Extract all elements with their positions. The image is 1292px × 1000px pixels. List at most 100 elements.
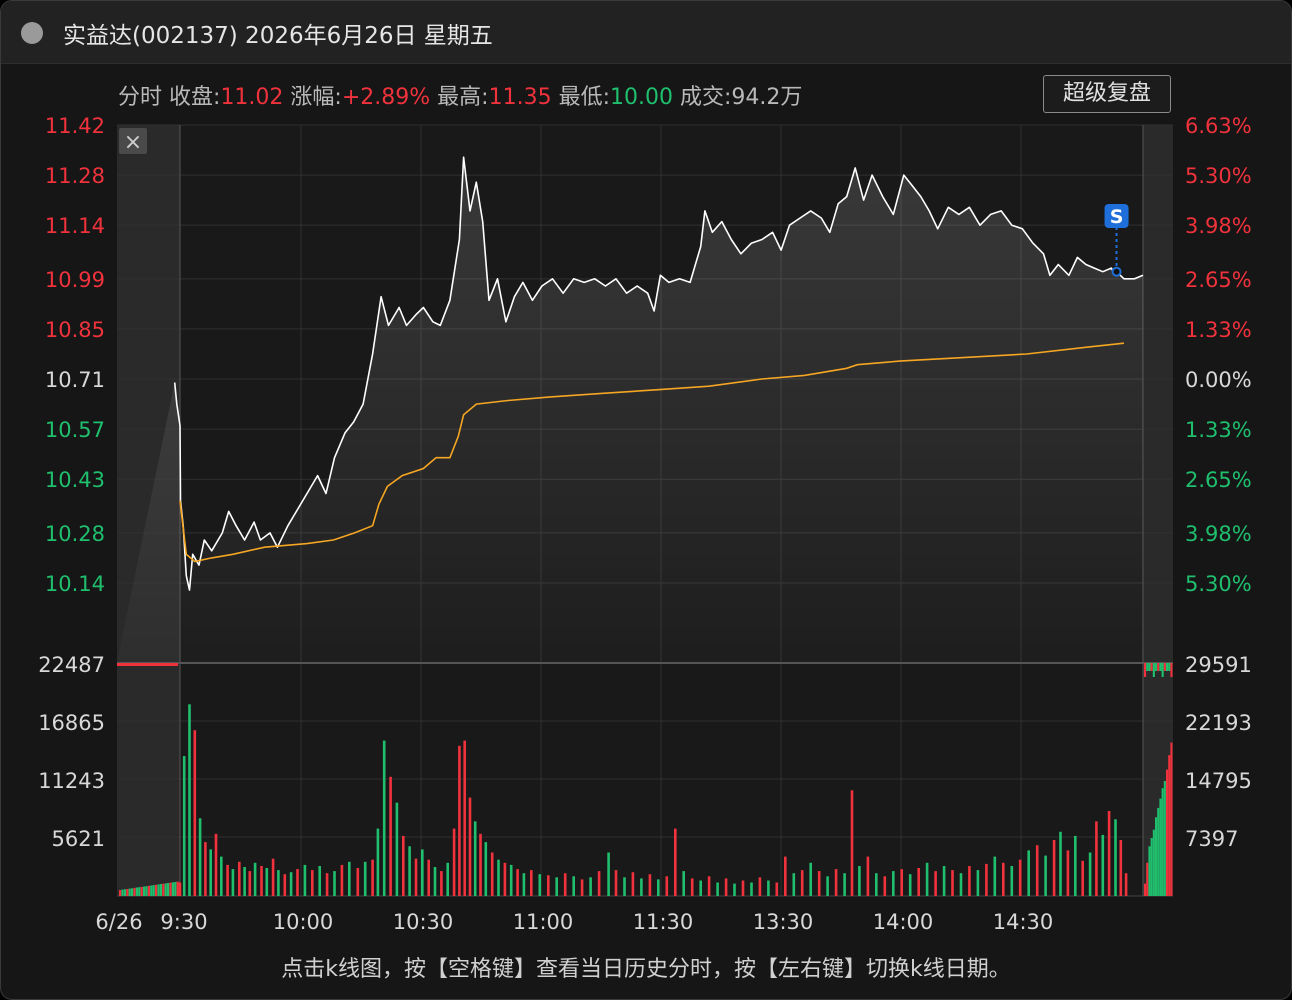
aftermarket-volume-cap: [1144, 663, 1147, 677]
y-tick-label-right: 6.63%: [1185, 114, 1252, 138]
x-tick-label: 14:00: [873, 910, 934, 934]
volume-bar: [809, 862, 812, 896]
volume-bar: [951, 870, 954, 896]
premarket-volume-bar: [135, 887, 138, 896]
y-tick-label-left: 11.28: [45, 164, 105, 188]
x-tick-label: 9:30: [160, 910, 207, 934]
title-bar: 实益达(002137) 2026年6月26日 星期五: [1, 1, 1291, 64]
aftermarket-volume-cap: [1161, 663, 1164, 677]
volume-bar: [538, 874, 542, 896]
premarket-volume-cap: [117, 663, 178, 666]
premarket-volume-bar: [152, 885, 155, 896]
volume-bar: [555, 877, 558, 896]
volume-tick-label-left: 11243: [38, 769, 105, 793]
y-tick-label-right: 5.30%: [1185, 164, 1252, 188]
volume-bar: [589, 877, 592, 896]
volume-bar: [296, 869, 299, 896]
volume-value: 94.2万: [731, 85, 803, 110]
volume-bar: [463, 740, 466, 896]
aftermarket-volume-bar: [1159, 798, 1162, 896]
high-value: 11.35: [488, 85, 552, 110]
premarket-volume-bar: [145, 886, 148, 896]
volume-bar: [188, 704, 191, 896]
y-tick-label-right: 1.33%: [1185, 318, 1252, 342]
volume-tick-label-right: 22193: [1185, 711, 1252, 735]
volume-bar: [1107, 811, 1111, 896]
y-tick-label-right: 3.98%: [1185, 522, 1252, 546]
volume-bar: [389, 776, 392, 896]
aftermarket-volume-cap: [1159, 663, 1162, 671]
volume-bar: [530, 870, 533, 896]
volume-bar: [516, 869, 519, 896]
volume-bar: [468, 797, 472, 896]
volume-bar: [395, 802, 399, 896]
super-replay-button[interactable]: 超级复盘: [1043, 75, 1171, 113]
premarket-volume-bar: [171, 882, 174, 896]
volume-bar: [942, 866, 946, 896]
aftermarket-volume-cap: [1163, 663, 1166, 671]
window-control-icon[interactable]: [21, 22, 43, 44]
volume-tick-label-left: 5621: [52, 827, 105, 851]
y-tick-label-left: 10.85: [45, 318, 105, 342]
volume-bar: [792, 873, 796, 896]
volume-bar: [707, 876, 711, 896]
y-tick-label-left: 10.71: [45, 368, 105, 392]
volume-bar: [607, 852, 610, 896]
price-line: [173, 156, 1144, 591]
volume-bar: [1018, 859, 1022, 896]
volume-bar: [1052, 840, 1056, 896]
signal-marker-icon: S: [1110, 206, 1124, 228]
volume-bar: [220, 856, 223, 896]
volume-bar: [414, 858, 418, 896]
premarket-volume-bar: [119, 890, 122, 896]
premarket-volume-bar: [176, 881, 179, 896]
aftermarket-volume-bar: [1150, 838, 1153, 896]
volume-bar: [363, 861, 367, 896]
premarket-volume-bar: [147, 885, 150, 896]
premarket-volume-bar: [131, 888, 134, 897]
volume-bar: [193, 730, 197, 896]
volume-bar: [775, 882, 779, 896]
aftermarket-volume-bar: [1157, 807, 1160, 896]
volume-bar: [356, 868, 360, 896]
volume-bar: [959, 873, 963, 896]
volume-bar: [900, 869, 903, 896]
volume-bar: [1101, 834, 1105, 896]
y-tick-label-right: 5.30%: [1185, 572, 1252, 596]
premarket-volume-bar: [126, 889, 129, 896]
volume-bar: [1035, 845, 1039, 896]
volume-bar: [433, 867, 437, 896]
premarket-volume-bar: [140, 886, 143, 897]
volume-bar: [657, 879, 660, 896]
volume-bar: [243, 867, 246, 896]
volume-bar: [479, 833, 482, 896]
x-tick-label: 6/26: [95, 910, 142, 934]
premarket-volume-bar: [157, 884, 160, 896]
volume-bar: [277, 870, 280, 896]
volume-bar: [968, 866, 971, 896]
close-label: 收盘:: [169, 85, 221, 110]
y-tick-label-left: 11.42: [45, 114, 105, 138]
y-tick-label-right: 0.00%: [1185, 368, 1252, 392]
volume-bar: [283, 874, 287, 896]
x-tick-label: 13:30: [753, 910, 814, 934]
volume-bar: [421, 849, 424, 896]
volume-bar: [446, 862, 449, 896]
volume-bar: [376, 828, 380, 896]
volume-bar: [348, 861, 351, 896]
premarket-volume-bar: [162, 883, 165, 896]
volume-tick-label-right: 14795: [1185, 769, 1252, 793]
volume-bar: [1081, 860, 1084, 896]
y-tick-label-right: 2.65%: [1185, 468, 1252, 492]
premarket-volume-bar: [123, 889, 126, 896]
aftermarket-volume-bar: [1155, 817, 1158, 896]
volume-bar: [925, 862, 929, 896]
aftermarket-volume-cap: [1155, 663, 1158, 671]
volume-bar: [631, 872, 635, 896]
volume-bar: [253, 862, 257, 896]
volume-bar: [333, 871, 336, 896]
signal-marker-badge: [1104, 204, 1129, 228]
premarket-volume-bar: [174, 882, 177, 896]
volume-bar: [614, 870, 618, 896]
